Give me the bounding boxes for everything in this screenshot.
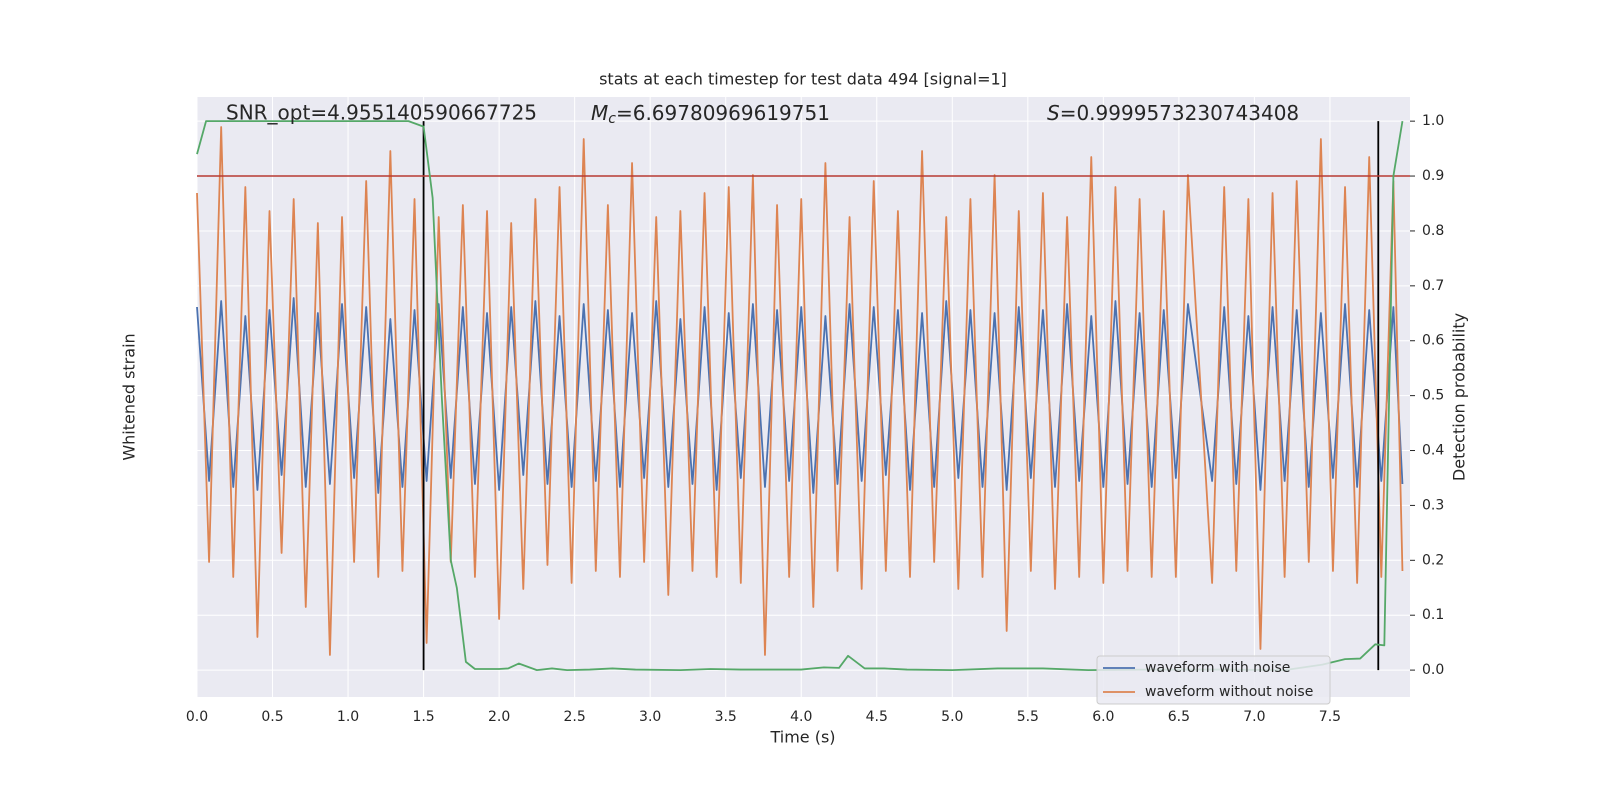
- legend-label: waveform without noise: [1145, 684, 1313, 700]
- x-tick-label: 5.0: [941, 709, 963, 725]
- x-tick-label: 1.0: [337, 709, 359, 725]
- legend-box: [1096, 655, 1331, 705]
- y2-tick-label: 0.1: [1422, 607, 1444, 623]
- x-tick-label: 7.5: [1319, 709, 1341, 725]
- x-tick-label: 3.0: [639, 709, 661, 725]
- y2-tick-label: 0.7: [1422, 278, 1444, 294]
- y2-axis-label: Detection probability: [1450, 313, 1469, 481]
- x-tick-label: 4.5: [866, 709, 888, 725]
- x-axis-label: Time (s): [769, 728, 835, 747]
- y-axis-label: Whitened strain: [120, 333, 139, 460]
- x-tick-label: 6.5: [1168, 709, 1190, 725]
- x-tick-label: 1.5: [412, 709, 434, 725]
- legend-label: waveform with noise: [1145, 660, 1290, 676]
- y2-tick-label: 0.9: [1422, 168, 1444, 184]
- x-tick-label: 7.0: [1243, 709, 1265, 725]
- plot: [196, 97, 1410, 697]
- mc-subscript: c: [608, 111, 616, 127]
- mc-annotation: Mc=6.69780969619751: [591, 101, 830, 128]
- x-tick-label: 0.0: [186, 709, 208, 725]
- x-tick-label: 2.5: [564, 709, 586, 725]
- y2-tick-label: 0.6: [1422, 333, 1444, 349]
- mc-value: =6.69780969619751: [616, 101, 830, 125]
- y2-tick-label: 0.0: [1422, 662, 1444, 678]
- x-tick-label: 3.5: [715, 709, 737, 725]
- x-tick-label: 6.0: [1092, 709, 1114, 725]
- x-tick-label: 2.0: [488, 709, 510, 725]
- plot-area: [197, 97, 1410, 697]
- mc-symbol: M: [591, 101, 608, 125]
- y2-tick-label: 0.2: [1422, 552, 1444, 568]
- y2-tick-label: 1.0: [1422, 113, 1444, 129]
- s-annotation: S=0.9999573230743408: [1047, 101, 1299, 125]
- s-symbol: S: [1047, 101, 1060, 125]
- chart-title: stats at each timestep for test data 494…: [599, 70, 1007, 89]
- snr-annotation: SNR_opt=4.955140590667725: [226, 101, 537, 125]
- x-tick-label: 5.5: [1017, 709, 1039, 725]
- x-tick-label: 4.0: [790, 709, 812, 725]
- x-tick-label: 0.5: [261, 709, 283, 725]
- y2-tick-label: 0.4: [1422, 443, 1444, 459]
- y2-tick-label: 0.8: [1422, 223, 1444, 239]
- s-value: =0.9999573230743408: [1060, 101, 1299, 125]
- series-line: [196, 126, 1404, 656]
- y2-tick-label: 0.5: [1422, 388, 1444, 404]
- y2-tick-label: 0.3: [1422, 497, 1444, 513]
